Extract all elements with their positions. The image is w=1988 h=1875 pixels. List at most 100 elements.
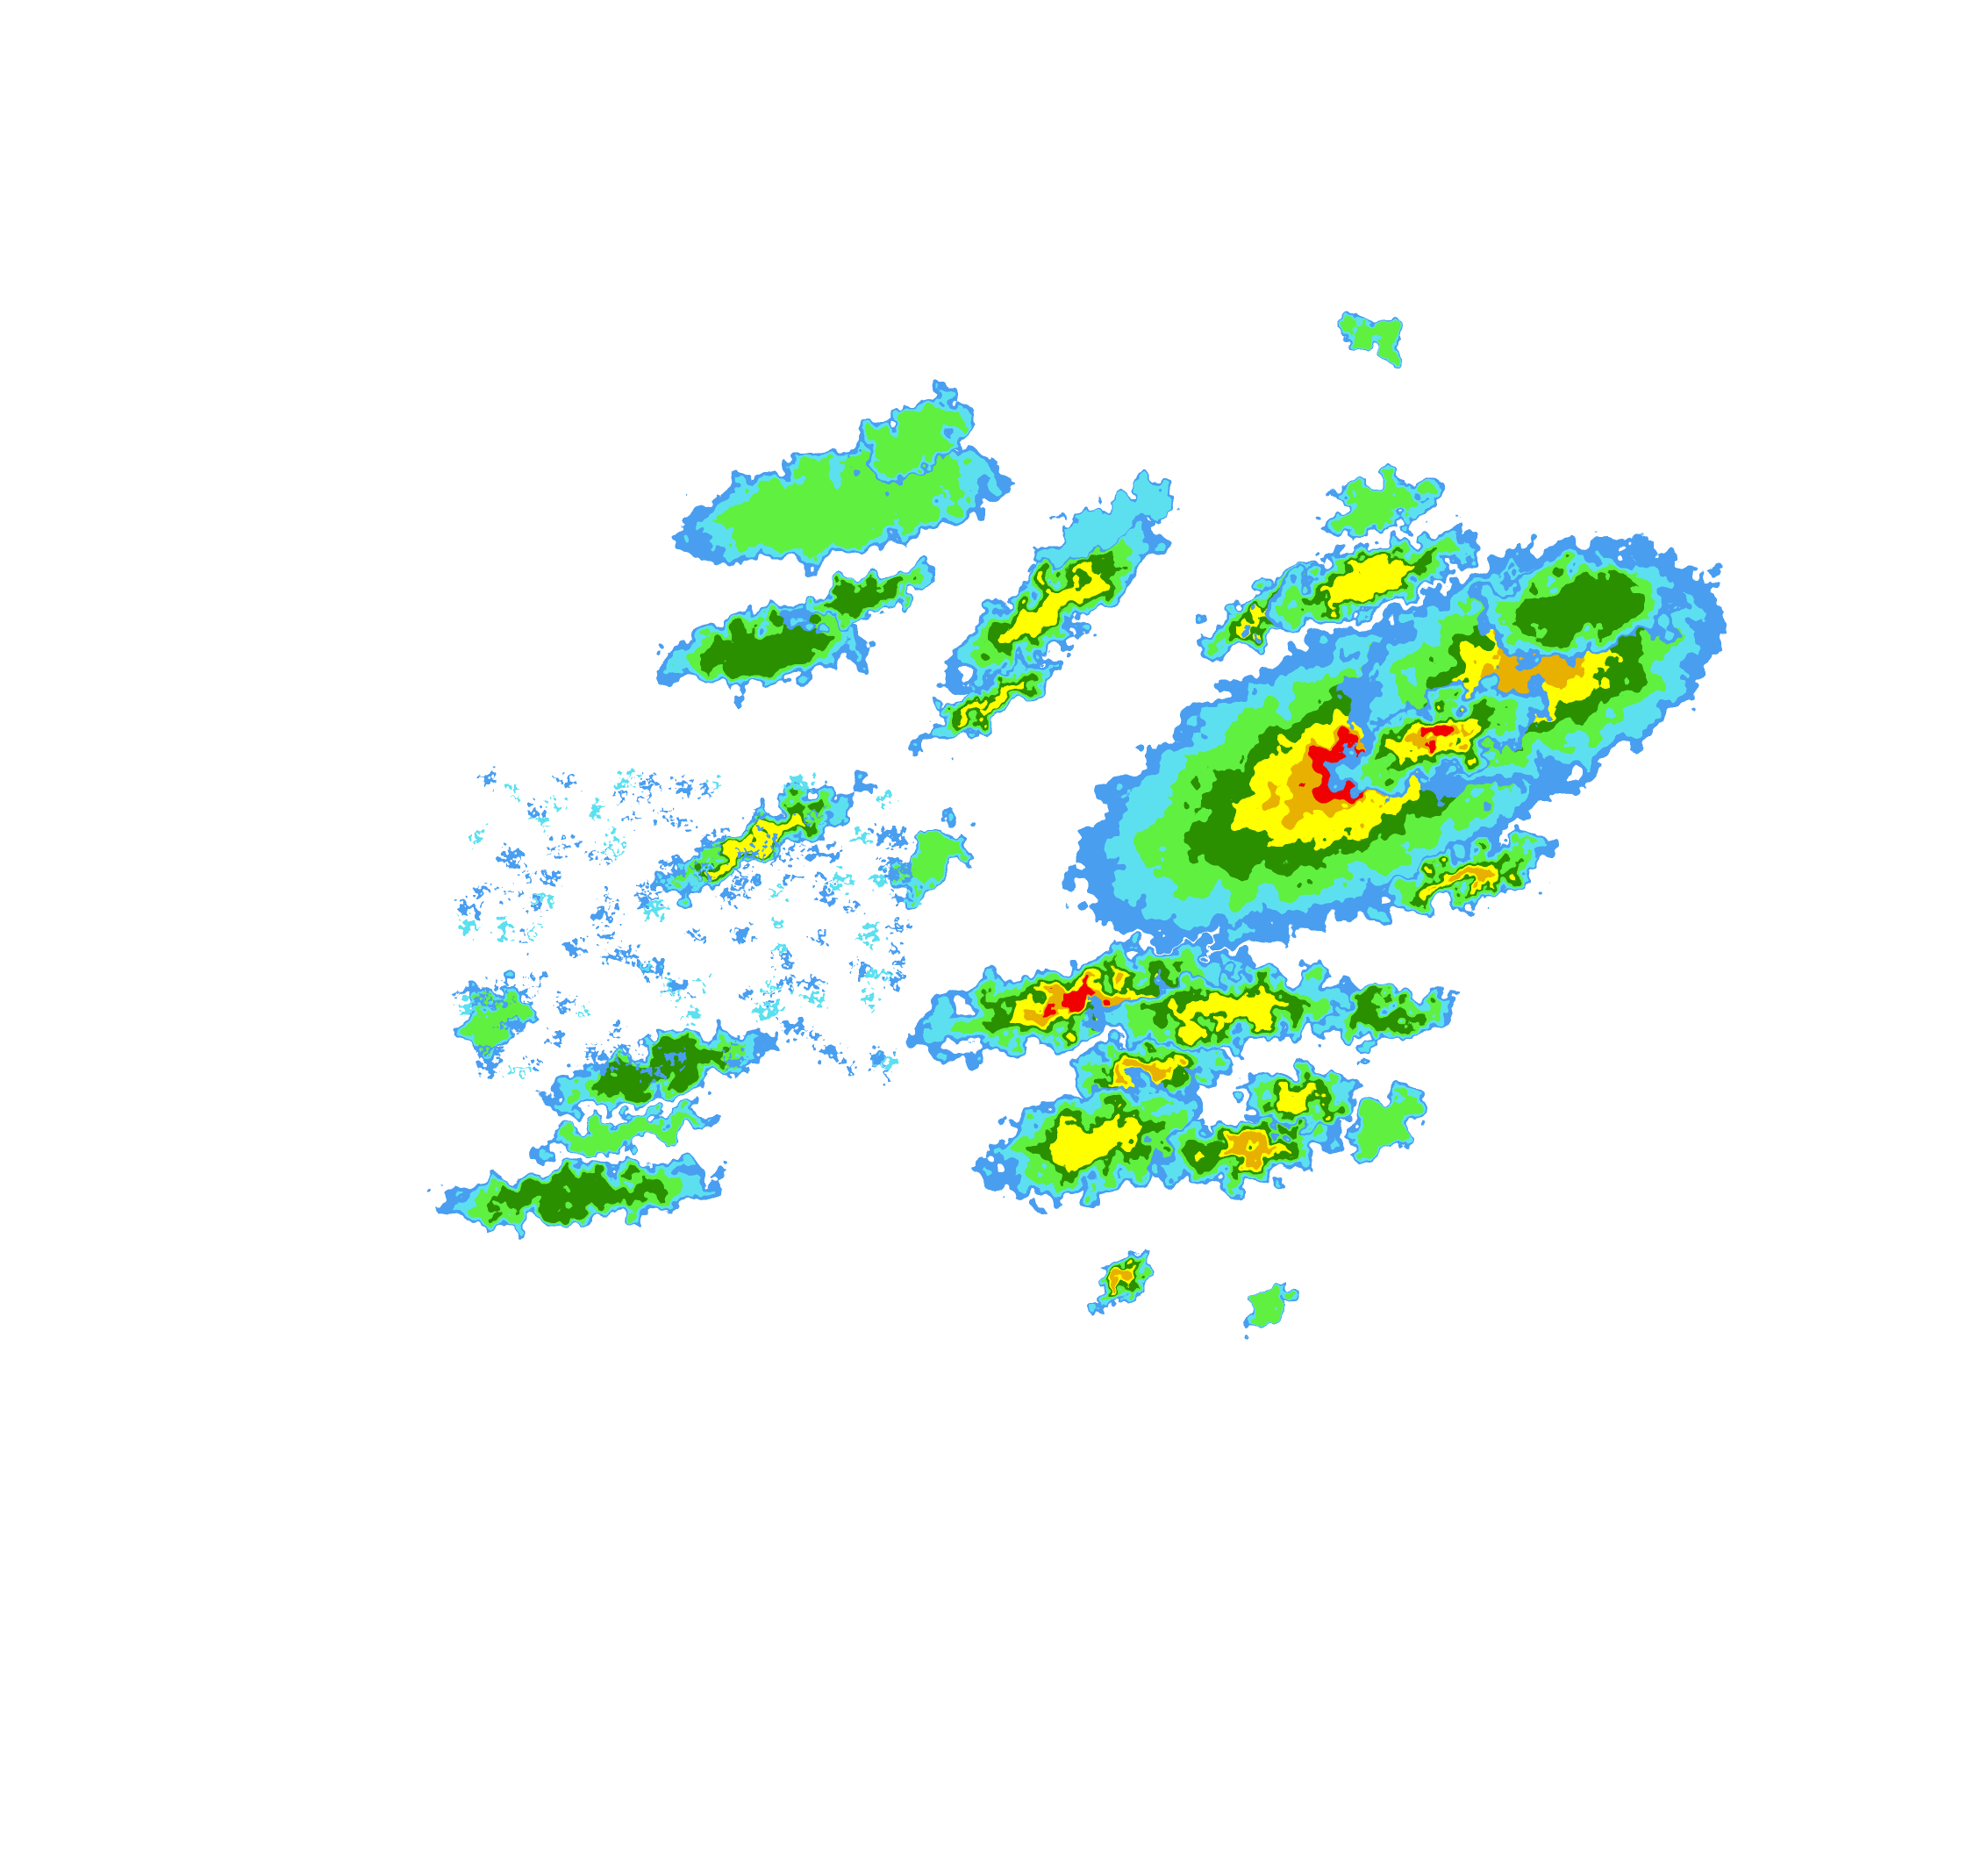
echo-speck — [644, 893, 663, 901]
echo-speck — [588, 851, 597, 856]
scattered-echoes — [457, 773, 916, 1079]
echo-speck — [485, 773, 495, 784]
echo-cell — [1115, 1272, 1131, 1290]
echo-speck — [500, 850, 521, 863]
echo-speck — [820, 877, 830, 885]
echo-speck — [846, 1061, 855, 1073]
echo-speck — [528, 901, 544, 912]
echo-speck — [808, 993, 824, 1004]
echo-speck — [820, 889, 835, 902]
echo-speck — [518, 987, 526, 997]
echo-speck — [777, 953, 786, 966]
echo-speck — [622, 946, 629, 959]
echo-speck — [591, 806, 602, 820]
echo-cell — [1319, 557, 1418, 601]
echo-speck — [834, 874, 852, 887]
echo-speck — [479, 1047, 499, 1056]
echo-cell — [870, 406, 955, 471]
echo-cell — [702, 625, 825, 674]
echo-speck — [883, 1068, 890, 1079]
echo-speck — [457, 920, 477, 930]
echo-cell — [1049, 1115, 1144, 1166]
echo-speck — [604, 892, 611, 901]
echo-speck — [733, 927, 750, 940]
echo-cell — [1519, 573, 1640, 638]
echo-cell — [1126, 1061, 1172, 1080]
echo-cell — [1006, 571, 1099, 640]
echo-speck — [889, 924, 905, 931]
echo-speck — [532, 976, 541, 989]
echo-cell — [963, 681, 1019, 723]
echo-speck — [905, 894, 916, 904]
echo-speck — [558, 1000, 576, 1010]
echo-speck — [604, 952, 622, 962]
echo-speck — [665, 1053, 684, 1064]
echo-speck — [819, 848, 839, 862]
echo-speck — [644, 788, 653, 801]
echo-speck — [474, 886, 492, 895]
echo-speck — [782, 978, 790, 986]
echo-speck — [766, 984, 785, 991]
echo-speck — [670, 981, 688, 993]
echo-cell — [497, 1175, 661, 1212]
echo-speck — [458, 904, 479, 911]
echo-speck — [640, 1038, 647, 1047]
echo-speck — [710, 782, 721, 789]
echo-speck — [700, 838, 714, 850]
echo-cell — [1219, 1138, 1273, 1161]
echo-speck — [740, 990, 751, 999]
echo-speck — [528, 805, 539, 816]
echo-speck — [735, 881, 748, 890]
echo-speck — [628, 950, 640, 962]
echo-speck — [722, 891, 733, 904]
echo-cell — [1439, 866, 1491, 889]
echo-speck — [766, 993, 775, 1005]
echo-speck — [790, 779, 810, 791]
echo-speck — [803, 978, 821, 987]
echo-speck — [696, 868, 710, 876]
echo-speck — [645, 904, 663, 914]
echo-speck — [613, 1026, 620, 1039]
precipitation-echoes — [439, 314, 1721, 1327]
echo-speck — [645, 960, 654, 970]
echo-cell — [561, 1113, 703, 1150]
echo-speck — [817, 934, 827, 942]
echo-cell — [1169, 993, 1287, 1025]
echo-speck — [737, 849, 758, 856]
echo-speck — [520, 937, 528, 943]
echo-speck — [524, 873, 531, 880]
echo-cell — [465, 991, 518, 1044]
echo-speck — [594, 1058, 614, 1071]
echo-speck — [618, 1045, 630, 1055]
echo-speck — [740, 891, 750, 897]
echo-speck — [732, 1038, 740, 1048]
echo-speck — [772, 888, 786, 894]
echo-speck — [546, 845, 556, 855]
echo-speck — [503, 889, 519, 894]
echo-cell — [1333, 486, 1422, 532]
echo-speck — [790, 872, 806, 881]
echo-speck — [900, 863, 911, 875]
echo-speck — [673, 819, 688, 828]
echo-cell — [1272, 1084, 1325, 1110]
echo-speck — [896, 963, 903, 972]
echo-speck — [461, 1002, 476, 1013]
echo-speck — [863, 994, 870, 1005]
echo-speck — [659, 875, 669, 887]
echo-speck — [608, 830, 619, 842]
echo-speck — [646, 1066, 661, 1079]
echo-speck — [804, 848, 820, 858]
echo-speck — [499, 923, 510, 936]
echo-speck — [510, 786, 519, 798]
echo-speck — [781, 1021, 802, 1035]
echo-speck — [714, 833, 725, 844]
echo-speck — [670, 992, 681, 1000]
echo-speck — [622, 815, 637, 821]
echo-speck — [614, 794, 625, 799]
echo-speck — [546, 871, 554, 884]
echo-speck — [804, 812, 826, 819]
echo-speck — [721, 1049, 729, 1060]
echo-speck — [596, 930, 613, 941]
echo-speck — [866, 970, 886, 977]
